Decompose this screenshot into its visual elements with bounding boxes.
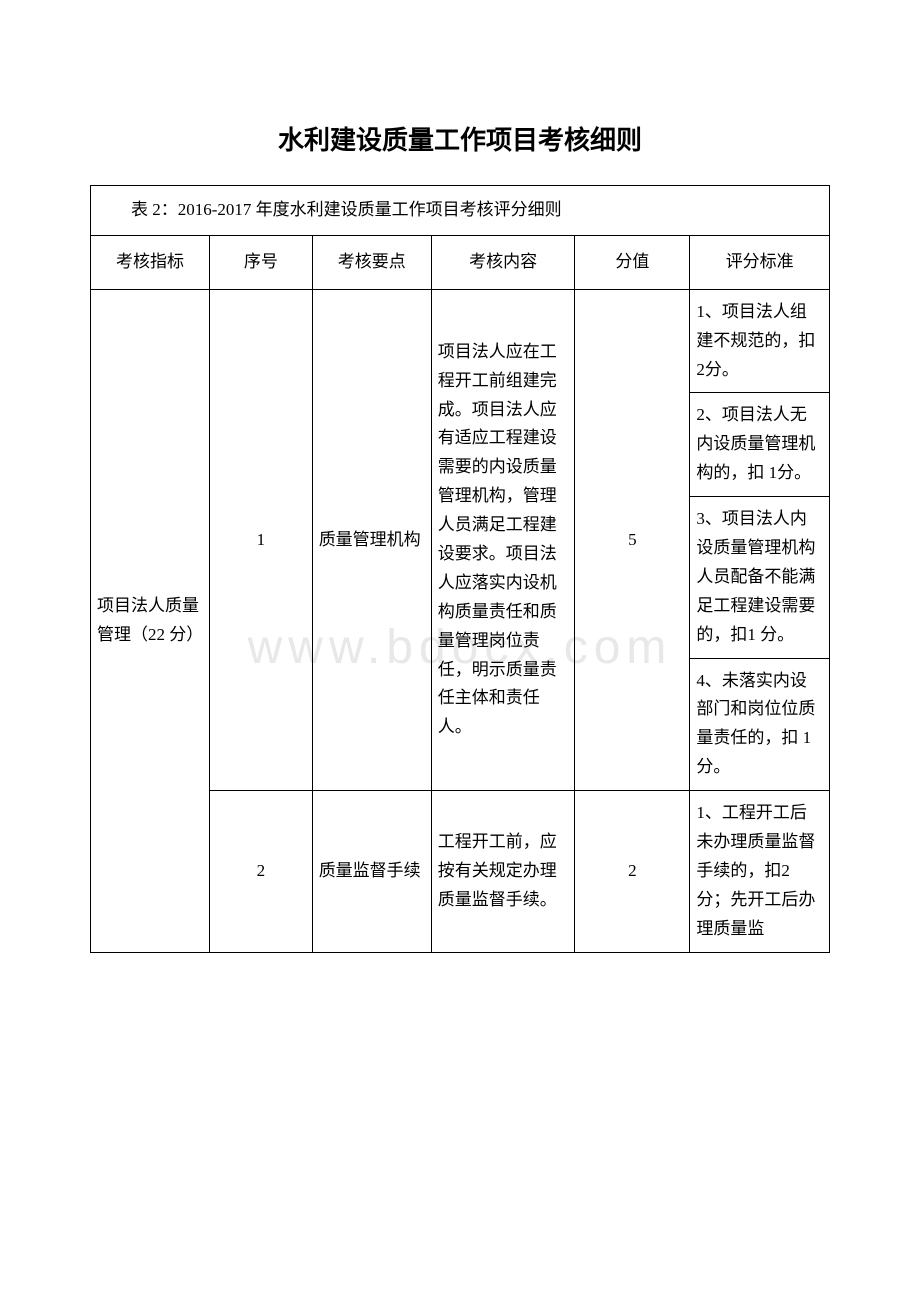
cell-point: 质量监督手续 bbox=[312, 791, 431, 952]
header-criteria: 评分标准 bbox=[690, 235, 830, 289]
header-seq: 序号 bbox=[210, 235, 313, 289]
header-point: 考核要点 bbox=[312, 235, 431, 289]
cell-score: 2 bbox=[575, 791, 690, 952]
cell-criteria: 3、项目法人内设质量管理机构人员配备不能满足工程建设需要的，扣1 分。 bbox=[690, 497, 830, 658]
header-indicator: 考核指标 bbox=[91, 235, 210, 289]
cell-criteria: 4、未落实内设部门和岗位位质量责任的，扣 1 分。 bbox=[690, 658, 830, 791]
cell-score: 5 bbox=[575, 289, 690, 790]
header-score: 分值 bbox=[575, 235, 690, 289]
document-title: 水利建设质量工作项目考核细则 bbox=[90, 120, 830, 157]
header-row: 考核指标 序号 考核要点 考核内容 分值 评分标准 bbox=[91, 235, 830, 289]
table-row: 项目法人质量管理（22 分） 1 质量管理机构 项目法人应在工程开工前组建完成。… bbox=[91, 289, 830, 393]
cell-criteria: 1、项目法人组建不规范的，扣 2分。 bbox=[690, 289, 830, 393]
cell-content: 工程开工前，应按有关规定办理质量监督手续。 bbox=[431, 791, 575, 952]
cell-indicator: 项目法人质量管理（22 分） bbox=[91, 289, 210, 952]
cell-criteria: 2、项目法人无内设质量管理机构的，扣 1分。 bbox=[690, 393, 830, 497]
cell-point: 质量管理机构 bbox=[312, 289, 431, 790]
assessment-table: 表 2：2016-2017 年度水利建设质量工作项目考核评分细则 考核指标 序号… bbox=[90, 185, 830, 953]
table-caption: 表 2：2016-2017 年度水利建设质量工作项目考核评分细则 bbox=[91, 186, 830, 236]
cell-seq: 1 bbox=[210, 289, 313, 790]
cell-content: 项目法人应在工程开工前组建完成。项目法人应有适应工程建设需要的内设质量管理机构，… bbox=[431, 289, 575, 790]
header-content: 考核内容 bbox=[431, 235, 575, 289]
cell-seq: 2 bbox=[210, 791, 313, 952]
cell-criteria: 1、工程开工后未办理质量监督手续的，扣2 分；先开工后办理质量监 bbox=[690, 791, 830, 952]
table-caption-row: 表 2：2016-2017 年度水利建设质量工作项目考核评分细则 bbox=[91, 186, 830, 236]
